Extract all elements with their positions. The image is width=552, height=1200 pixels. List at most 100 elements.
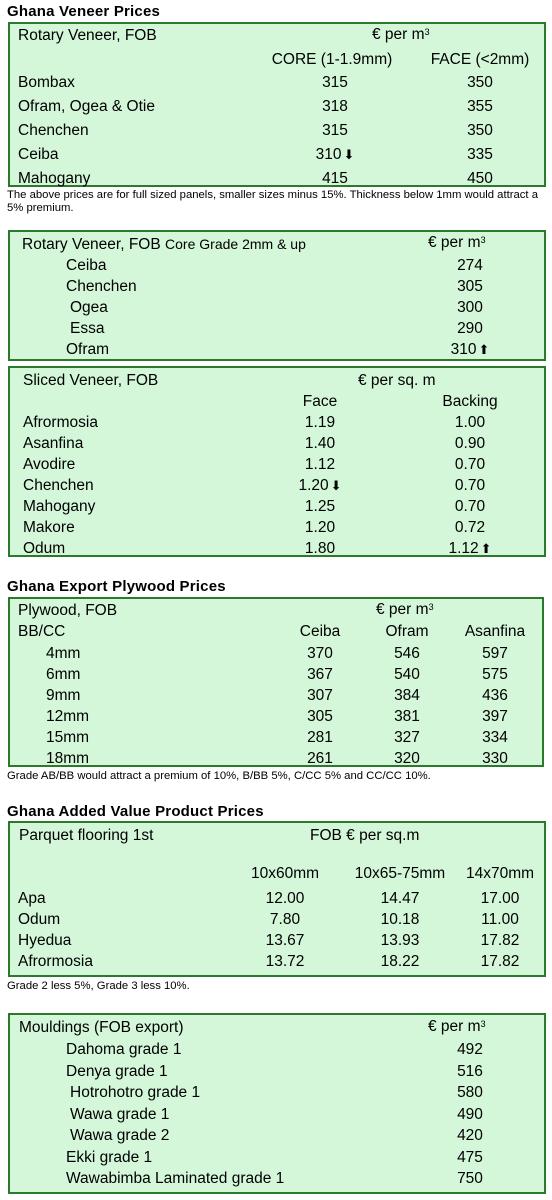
- plywood-row-size: 12mm: [46, 708, 90, 725]
- moulding-row-name: Dahoma grade 1: [66, 1041, 182, 1058]
- sliced-row-face: 1.40: [304, 435, 336, 452]
- parquet-row-value: 7.80: [269, 911, 301, 928]
- rotary-row-core: 318: [322, 98, 348, 115]
- plywood-grade: BB/CC: [18, 623, 66, 640]
- rotary-core-row-name: Ceiba: [66, 257, 107, 274]
- rotary-core-label: Rotary Veneer, FOB Core Grade 2mm & up: [22, 236, 306, 253]
- plywood-row-value: 261: [307, 750, 333, 767]
- plywood-row-value: 397: [482, 708, 508, 725]
- rotary-row-face: 350: [467, 74, 493, 91]
- rotary-core-row-value: 274: [457, 257, 483, 274]
- plywood-row-size: 6mm: [46, 666, 81, 683]
- sliced-row-name: Odum: [23, 540, 66, 557]
- parquet-row-name: Hyedua: [18, 932, 72, 949]
- sliced-row-face: 1.80: [304, 540, 336, 557]
- parquet-unit: FOB € per sq.m: [310, 827, 420, 844]
- plywood-row-value: 384: [394, 687, 420, 704]
- mouldings-label: Mouldings (FOB export): [19, 1019, 184, 1036]
- plywood-row-value: 436: [482, 687, 508, 704]
- rotary-row-name: Mahogany: [18, 170, 91, 187]
- moulding-row-name: Wawabimba Laminated grade 1: [66, 1170, 285, 1187]
- rotary-core-table: Rotary Veneer, FOB Core Grade 2mm & up €…: [8, 230, 546, 361]
- rotary-row-face: 350: [467, 122, 493, 139]
- rotary-row-name: Ceiba: [18, 146, 59, 163]
- rotary-row-name: Bombax: [18, 74, 75, 91]
- rotary-row-face: 355: [467, 98, 493, 115]
- moulding-row-value: 580: [457, 1084, 483, 1101]
- rotary-veneer-label: Rotary Veneer, FOB: [18, 27, 157, 44]
- plywood-row-value: 327: [394, 729, 420, 746]
- sliced-row-backing: 0.70: [454, 498, 486, 515]
- rotary-core-unit: € per m3: [428, 234, 486, 251]
- plywood-row-value: 546: [394, 645, 420, 662]
- plywood-row-size: 18mm: [46, 750, 90, 767]
- parquet-row-value: 10.18: [380, 911, 420, 928]
- parquet-row-value: 11.00: [481, 911, 519, 928]
- veneer-section-title: Ghana Veneer Prices: [7, 3, 161, 20]
- parquet-row-name: Apa: [18, 890, 46, 907]
- rotary-row-core: 415: [322, 170, 348, 187]
- parquet-label: Parquet flooring 1st: [19, 827, 154, 844]
- rotary-core-row-value: 290: [457, 320, 483, 337]
- moulding-row-value: 475: [457, 1148, 483, 1166]
- plywood-row-value: 334: [482, 729, 508, 746]
- plywood-row-value: 370: [307, 645, 333, 662]
- parquet-col-3: 14x70mm: [465, 865, 535, 882]
- sliced-row-backing: 0.70: [454, 456, 486, 473]
- rotary-veneer-unit: € per m3: [372, 26, 430, 43]
- sliced-row-backing: 0.72: [454, 519, 486, 536]
- rotary-core-row-name: Chenchen: [66, 278, 137, 295]
- parquet-row-name: Afrormosia: [18, 953, 93, 970]
- plywood-note: Grade AB/BB would attract a premium of 1…: [7, 770, 431, 782]
- parquet-row-value: 13.93: [380, 932, 420, 949]
- rotary-core-row-value: 300: [457, 299, 483, 316]
- moulding-row-name: Ekki grade 1: [66, 1148, 153, 1166]
- plywood-row-value: 575: [482, 666, 508, 683]
- sliced-row-name: Afrormosia: [23, 414, 98, 431]
- parquet-table: Parquet flooring 1st FOB € per sq.m 10x6…: [8, 821, 546, 977]
- plywood-row-value: 367: [307, 666, 333, 683]
- plywood-row-value: 381: [394, 708, 420, 725]
- parquet-row-value: 17.82: [480, 953, 520, 970]
- sliced-veneer-unit: € per sq. m: [358, 372, 436, 389]
- plywood-label: Plywood, FOB: [18, 602, 118, 619]
- parquet-row-value: 18.22: [380, 953, 420, 970]
- parquet-row-value: 17.00: [480, 890, 520, 907]
- sliced-row-face: 1.19: [304, 414, 336, 431]
- parquet-row-name: Odum: [18, 911, 61, 928]
- parquet-row-value: 13.67: [265, 932, 305, 949]
- rotary-core-row-name: Ogea: [70, 299, 108, 316]
- mouldings-unit: € per m3: [428, 1018, 486, 1035]
- plywood-row-value: 597: [482, 645, 508, 662]
- sliced-row-backing: 1.12: [420, 540, 520, 558]
- moulding-row-value: 490: [457, 1105, 483, 1123]
- plywood-col-asanfina: Asanfina: [464, 623, 526, 640]
- plywood-row-size: 9mm: [46, 687, 81, 704]
- sliced-row-backing: 1.00: [454, 414, 486, 431]
- moulding-row-value: 420: [457, 1127, 483, 1144]
- moulding-row-value: 492: [457, 1041, 483, 1058]
- rotary-row-core: 315: [322, 74, 348, 91]
- plywood-row-value: 281: [307, 729, 333, 746]
- sliced-backing-header: Backing: [442, 393, 498, 410]
- rotary-core-header: CORE (1-1.9mm): [271, 51, 393, 68]
- moulding-row-value: 516: [457, 1062, 483, 1080]
- rotary-core-row-value: 305: [457, 278, 483, 295]
- rotary-row-face: 335: [467, 146, 493, 163]
- parquet-row-value: 14.47: [380, 890, 420, 907]
- moulding-row-value: 750: [457, 1170, 483, 1187]
- rotary-core-row-name: Essa: [70, 320, 105, 337]
- sliced-row-face: 1.20: [304, 519, 336, 536]
- rotary-core-row-name: Ofram: [66, 341, 110, 358]
- mouldings-table: Mouldings (FOB export) € per m3 Dahoma g…: [8, 1013, 546, 1194]
- plywood-table: Plywood, FOB € per m3 BB/CC Ceiba Ofram …: [8, 597, 544, 767]
- sliced-row-face: 1.25: [304, 498, 336, 515]
- rotary-row-core: 315: [322, 122, 348, 139]
- sliced-row-name: Makore: [23, 519, 75, 536]
- moulding-row-name: Wawa grade 2: [70, 1127, 170, 1144]
- sliced-face-header: Face: [302, 393, 338, 410]
- parquet-row-value: 13.72: [265, 953, 305, 970]
- plywood-section-title: Ghana Export Plywood Prices: [7, 578, 226, 595]
- plywood-unit: € per m3: [376, 601, 434, 618]
- plywood-row-value: 307: [307, 687, 333, 704]
